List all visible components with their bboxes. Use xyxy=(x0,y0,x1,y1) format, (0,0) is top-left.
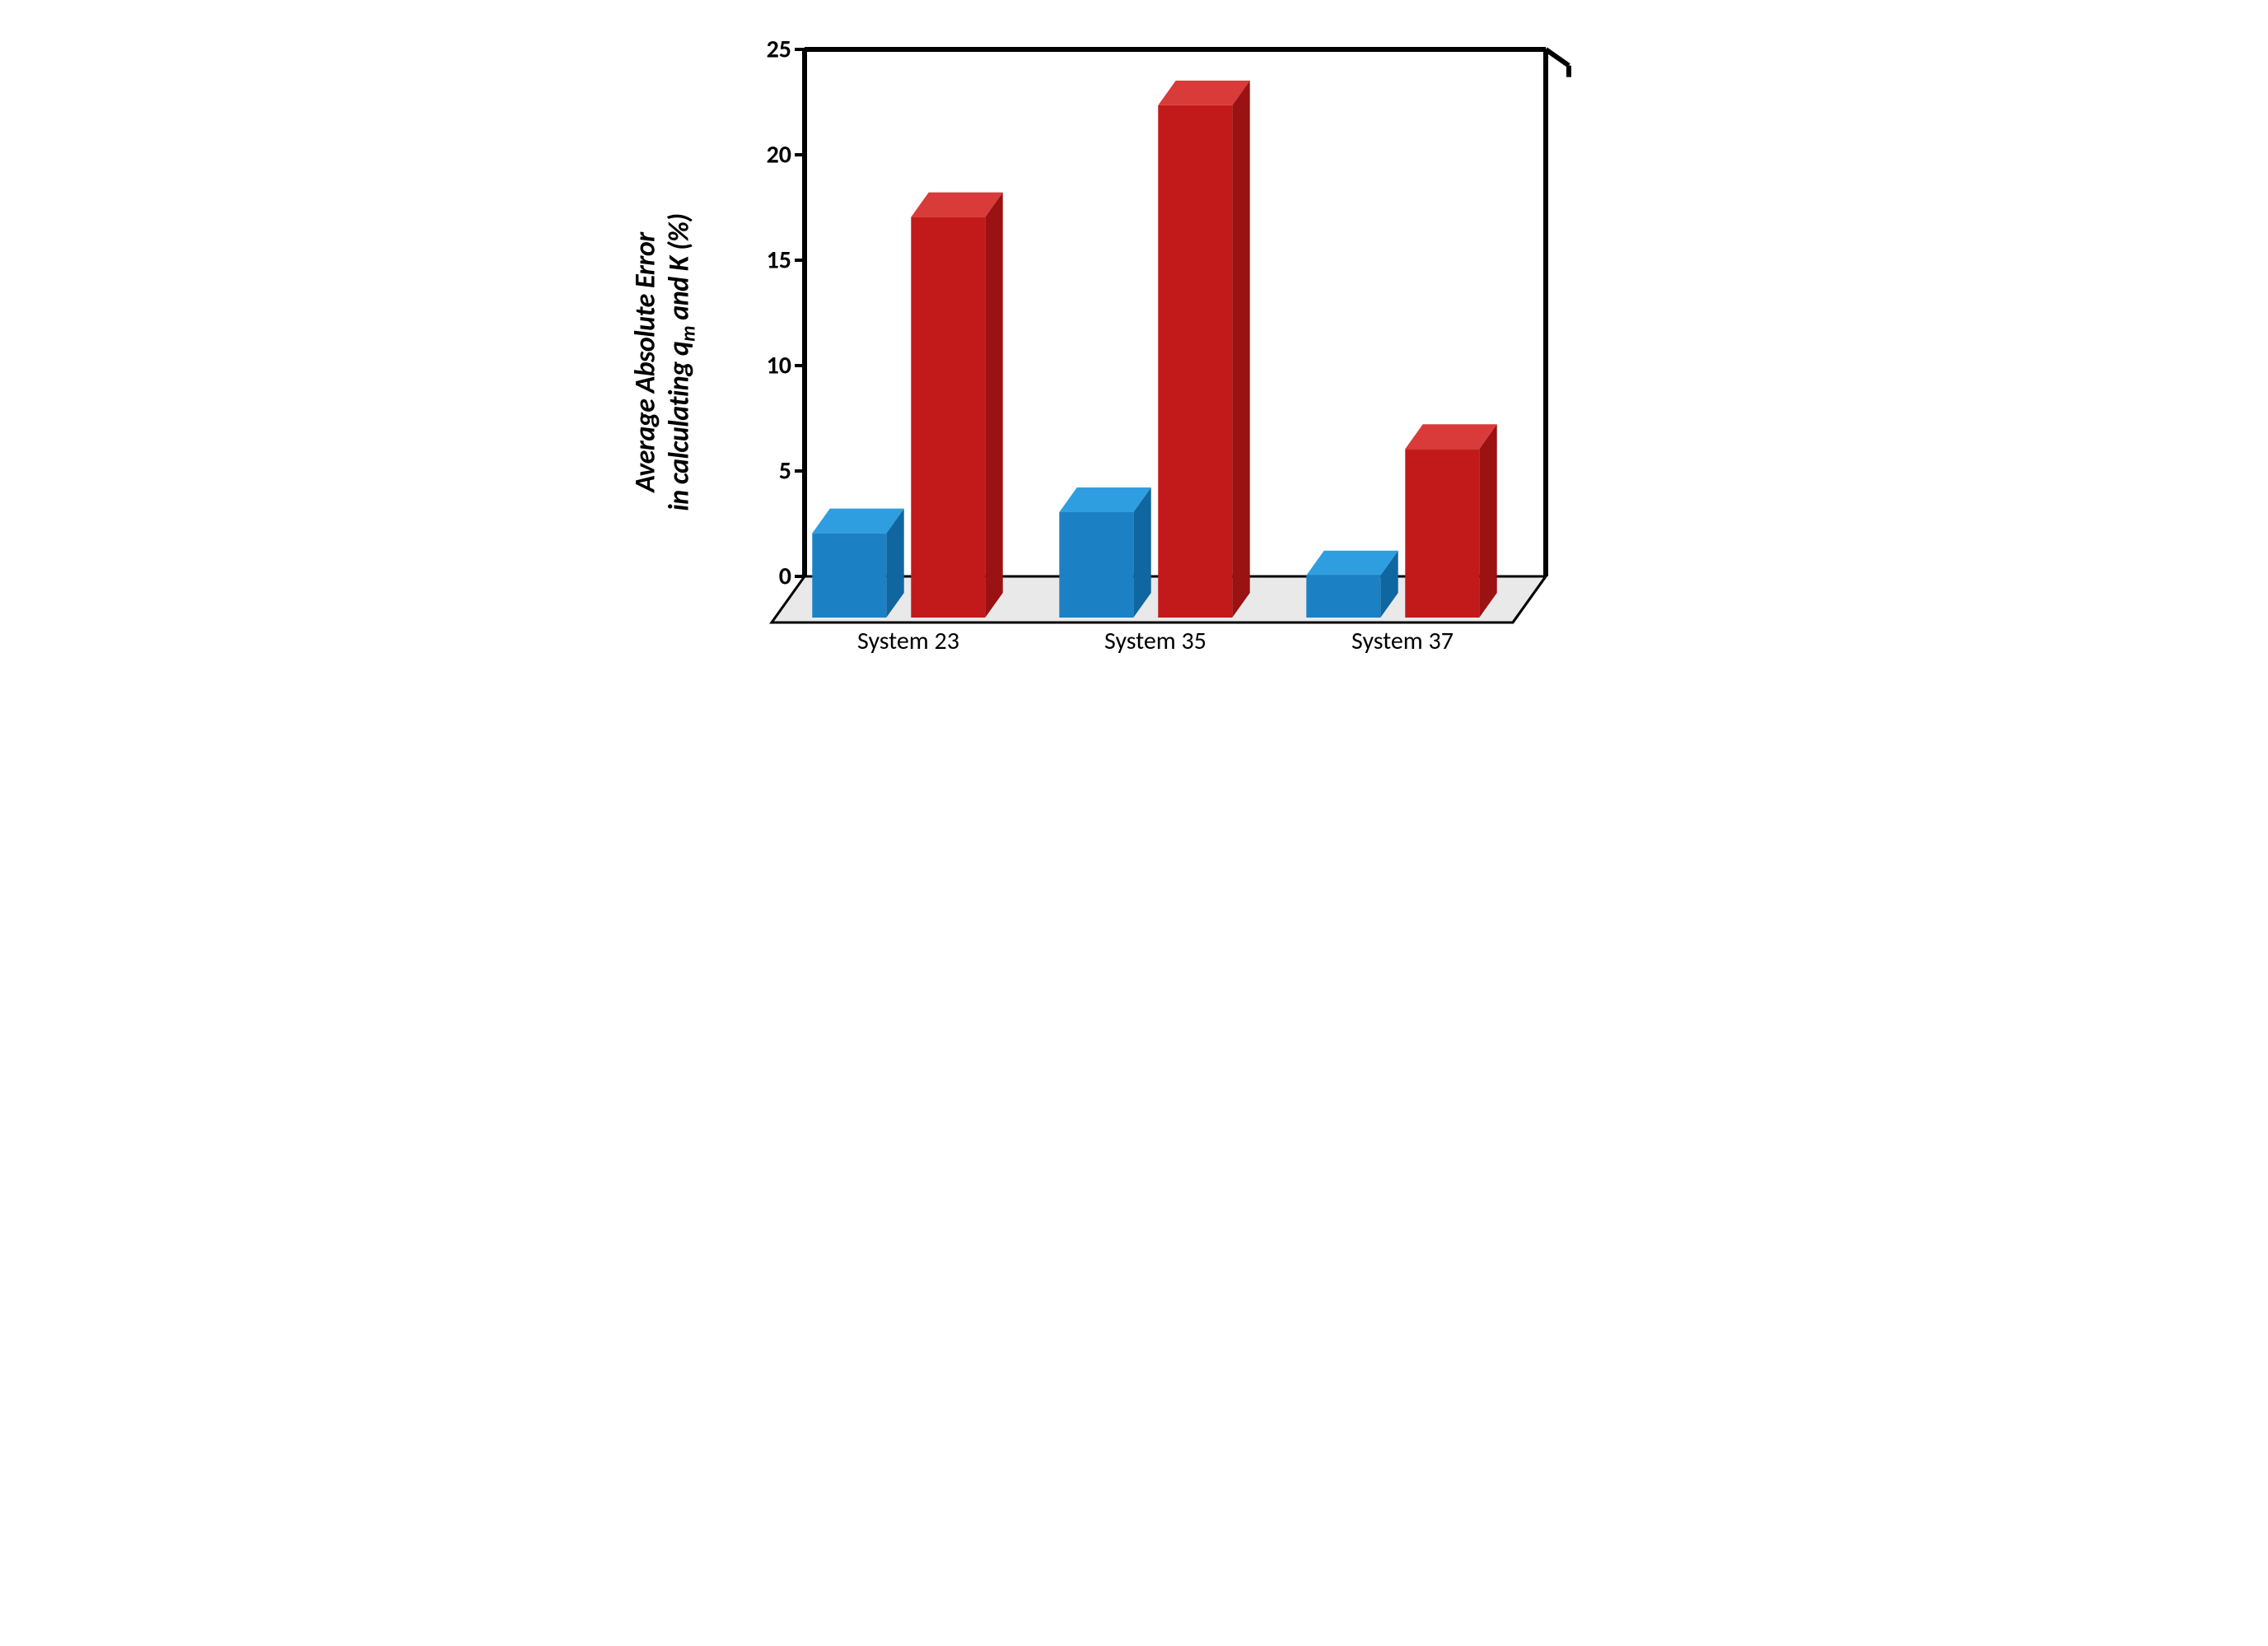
x-category-label: System 37 xyxy=(1351,626,1454,656)
ytick-label: 25 xyxy=(767,35,791,65)
ytick-label: 10 xyxy=(767,351,791,381)
ytick-mark xyxy=(795,469,805,473)
chart-container: Average Absolute Error in calculating qm… xyxy=(681,33,1587,692)
ytick-mark xyxy=(795,259,805,262)
bar-blue xyxy=(1306,551,1398,618)
y-axis-label: Average Absolute Error in calculating qm… xyxy=(629,213,701,511)
ytick-label: 5 xyxy=(779,456,791,487)
ytick-mark xyxy=(795,153,805,156)
bar-red xyxy=(1158,81,1249,618)
bar-red xyxy=(1405,424,1496,618)
bar-red xyxy=(911,193,1002,618)
ytick-mark xyxy=(795,575,805,578)
ytick-label: 20 xyxy=(767,140,791,170)
x-category-label: System 35 xyxy=(1104,626,1206,656)
ytick-mark xyxy=(795,364,805,367)
bar-blue xyxy=(812,509,903,618)
x-category-label: System 23 xyxy=(857,626,959,656)
x-axis-labels: System 23 System 35 System 37 xyxy=(805,626,1546,667)
plot-area: 0510152025 xyxy=(805,49,1546,609)
ytick-label: 0 xyxy=(779,562,791,592)
ytick-label: 15 xyxy=(767,245,791,276)
bar-blue xyxy=(1059,487,1150,618)
chart-frame xyxy=(805,49,1587,631)
ytick-mark xyxy=(795,48,805,51)
